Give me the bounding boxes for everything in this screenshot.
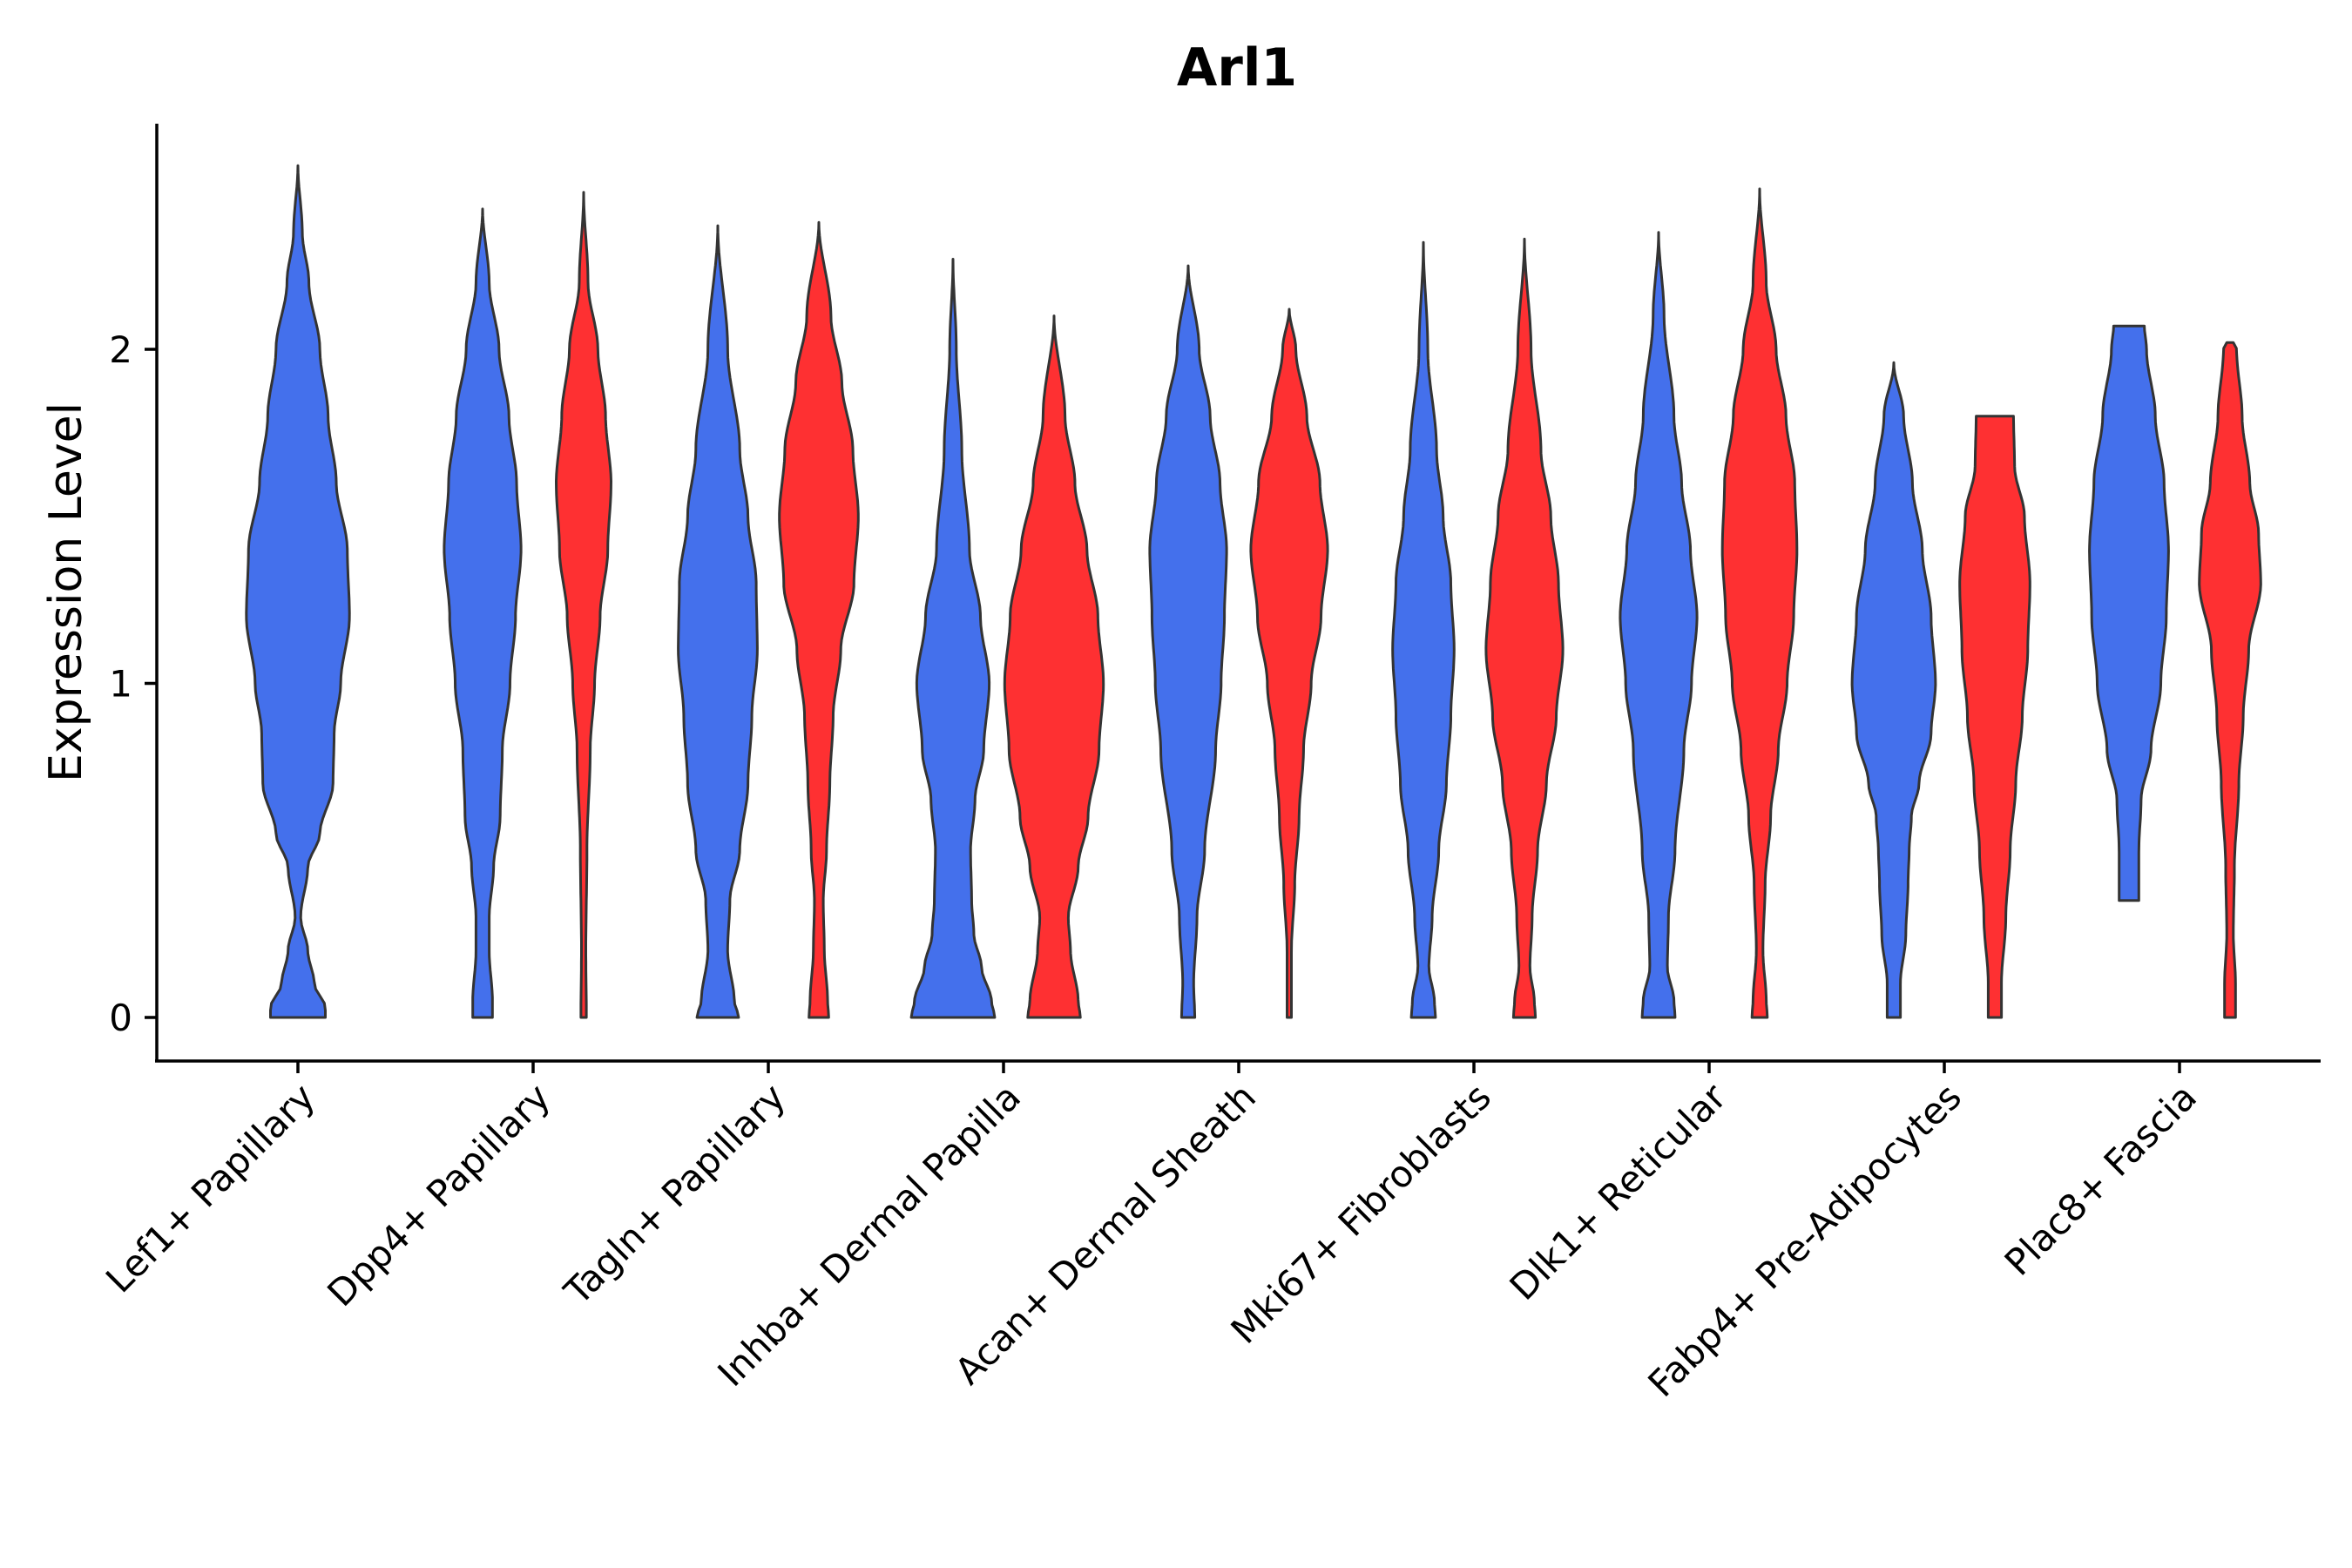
violin-tagln-papillary-b bbox=[778, 220, 860, 1019]
violin-acan-dermal-sheath-b bbox=[1249, 308, 1329, 1019]
y-axis-label: Expression Level bbox=[40, 402, 92, 782]
violin-fabp4-pre-adipocytes-a bbox=[1850, 361, 1937, 1019]
violin-tagln-papillary-a bbox=[677, 224, 759, 1019]
x-tick-label: Tagln+ Papillary bbox=[556, 1075, 794, 1313]
violin-plac8-fascia-b bbox=[2198, 341, 2262, 1019]
violin-lef1-papillary-a bbox=[245, 164, 351, 1019]
y-tick-label: 2 bbox=[109, 328, 132, 371]
violin-dlk1-reticular-a bbox=[1619, 231, 1699, 1019]
x-tick-label: Dpp4+ Papillary bbox=[319, 1075, 558, 1315]
violin-dpp4-papillary-a bbox=[443, 207, 523, 1019]
x-tick-label: Mki67+ Fibroblasts bbox=[1223, 1075, 1499, 1351]
violin-mki67-fibroblasts-b bbox=[1484, 237, 1565, 1019]
x-tick-label: Lef1+ Papillary bbox=[98, 1075, 323, 1301]
violin-fabp4-pre-adipocytes-b bbox=[1958, 415, 2031, 1019]
violins-layer bbox=[245, 164, 2262, 1019]
chart-title: Arl1 bbox=[1177, 37, 1297, 98]
y-ticks: 0 1 2 bbox=[109, 328, 157, 1039]
y-tick-label: 0 bbox=[109, 997, 132, 1039]
violin-inhba-dermal-papilla-a bbox=[909, 258, 997, 1019]
violin-mki67-fibroblasts-a bbox=[1391, 240, 1456, 1019]
violin-inhba-dermal-papilla-b bbox=[1003, 314, 1105, 1019]
violin-plac8-fascia-a bbox=[2088, 324, 2170, 902]
violin-dlk1-reticular-b bbox=[1720, 187, 1799, 1019]
x-tick-label: Dlk1+ Reticular bbox=[1502, 1075, 1735, 1308]
x-tick-label: Plac8+ Fascia bbox=[1997, 1075, 2205, 1283]
violin-acan-dermal-sheath-a bbox=[1148, 264, 1228, 1019]
y-tick-label: 1 bbox=[109, 663, 132, 706]
violin-dpp4-papillary-b bbox=[555, 191, 612, 1019]
